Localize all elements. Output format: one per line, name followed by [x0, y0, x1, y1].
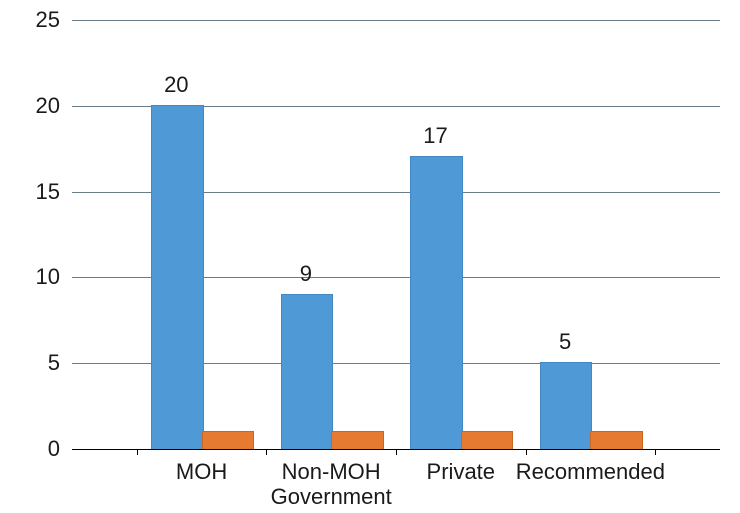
bar-secondary: [461, 431, 514, 449]
bar-primary: [151, 105, 204, 449]
x-tick-mark: [655, 449, 656, 455]
y-tick-label: 0: [12, 436, 60, 462]
y-tick-label: 25: [12, 7, 60, 33]
bar-secondary: [202, 431, 255, 449]
gridline: [72, 20, 720, 21]
x-tick-mark: [396, 449, 397, 455]
value-label: 5: [559, 329, 571, 355]
bar-primary: [281, 294, 334, 449]
y-tick-label: 15: [12, 179, 60, 205]
x-tick-label: Private: [427, 459, 495, 484]
y-tick-label: 20: [12, 93, 60, 119]
bar-secondary: [331, 431, 384, 449]
bar-primary: [540, 362, 593, 449]
value-label: 9: [300, 261, 312, 287]
x-tick-label: Recommended: [516, 459, 665, 484]
x-tick-mark: [266, 449, 267, 455]
value-label: 20: [164, 72, 188, 98]
x-tick-mark: [526, 449, 527, 455]
bar-primary: [410, 156, 463, 449]
y-tick-label: 10: [12, 264, 60, 290]
x-tick-mark: [137, 449, 138, 455]
x-tick-label: Non-MOH Government: [271, 459, 392, 510]
value-label: 17: [423, 123, 447, 149]
y-tick-label: 5: [12, 350, 60, 376]
x-tick-label: MOH: [176, 459, 227, 484]
bar-chart: 0 5 10 15 20 25 MOH 20 Non-MOH Government 9 Privat…: [0, 0, 740, 513]
bar-secondary: [590, 431, 643, 449]
